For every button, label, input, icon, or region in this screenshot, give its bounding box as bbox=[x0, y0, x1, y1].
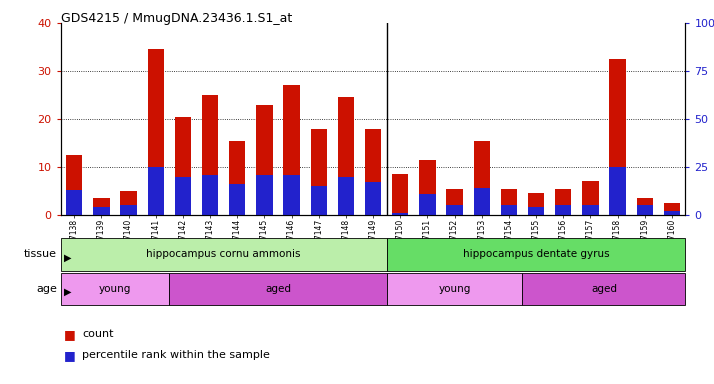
Bar bbox=[148, 50, 164, 215]
Bar bbox=[311, 186, 327, 215]
Text: young: young bbox=[438, 284, 471, 294]
Bar bbox=[582, 182, 598, 215]
Bar bbox=[523, 273, 685, 305]
Bar bbox=[473, 141, 490, 215]
Bar bbox=[229, 184, 246, 215]
Bar bbox=[94, 198, 109, 215]
Bar bbox=[555, 205, 571, 215]
Text: ■: ■ bbox=[64, 328, 76, 341]
Bar bbox=[229, 141, 246, 215]
Text: young: young bbox=[99, 284, 131, 294]
Bar bbox=[283, 175, 300, 215]
Text: percentile rank within the sample: percentile rank within the sample bbox=[82, 350, 270, 360]
Bar bbox=[202, 175, 218, 215]
Bar bbox=[637, 198, 653, 215]
Bar bbox=[338, 177, 354, 215]
Text: ▶: ▶ bbox=[64, 252, 72, 263]
Bar bbox=[501, 189, 517, 215]
Text: hippocampus cornu ammonis: hippocampus cornu ammonis bbox=[146, 249, 301, 260]
Text: GDS4215 / MmugDNA.23436.1.S1_at: GDS4215 / MmugDNA.23436.1.S1_at bbox=[61, 12, 292, 25]
Bar bbox=[387, 238, 685, 271]
Bar bbox=[61, 238, 387, 271]
Bar bbox=[609, 167, 625, 215]
Bar bbox=[66, 190, 82, 215]
Bar bbox=[392, 213, 408, 215]
Bar bbox=[175, 117, 191, 215]
Bar bbox=[283, 86, 300, 215]
Bar bbox=[419, 160, 436, 215]
Bar bbox=[365, 182, 381, 215]
Bar bbox=[365, 129, 381, 215]
Bar bbox=[256, 104, 273, 215]
Text: aged: aged bbox=[265, 284, 291, 294]
Bar bbox=[609, 59, 625, 215]
Bar bbox=[664, 211, 680, 215]
Bar bbox=[637, 205, 653, 215]
Bar bbox=[169, 273, 387, 305]
Bar bbox=[338, 98, 354, 215]
Bar bbox=[175, 177, 191, 215]
Bar bbox=[555, 189, 571, 215]
Bar bbox=[392, 174, 408, 215]
Text: age: age bbox=[36, 284, 57, 294]
Bar bbox=[582, 205, 598, 215]
Text: aged: aged bbox=[591, 284, 617, 294]
Text: ▶: ▶ bbox=[64, 287, 72, 297]
Bar bbox=[501, 205, 517, 215]
Bar bbox=[202, 95, 218, 215]
Bar bbox=[528, 194, 544, 215]
Bar bbox=[148, 167, 164, 215]
Bar bbox=[473, 188, 490, 215]
Bar bbox=[66, 155, 82, 215]
Bar bbox=[419, 194, 436, 215]
Bar bbox=[121, 191, 137, 215]
Bar bbox=[61, 273, 169, 305]
Bar bbox=[664, 203, 680, 215]
Bar bbox=[446, 205, 463, 215]
Text: count: count bbox=[82, 329, 114, 339]
Bar bbox=[256, 175, 273, 215]
Bar bbox=[94, 207, 109, 215]
Bar bbox=[311, 129, 327, 215]
Text: hippocampus dentate gyrus: hippocampus dentate gyrus bbox=[463, 249, 609, 260]
Bar bbox=[446, 189, 463, 215]
Bar bbox=[528, 207, 544, 215]
Text: tissue: tissue bbox=[24, 249, 57, 260]
Bar bbox=[121, 205, 137, 215]
Text: ■: ■ bbox=[64, 349, 76, 362]
Bar bbox=[387, 273, 523, 305]
